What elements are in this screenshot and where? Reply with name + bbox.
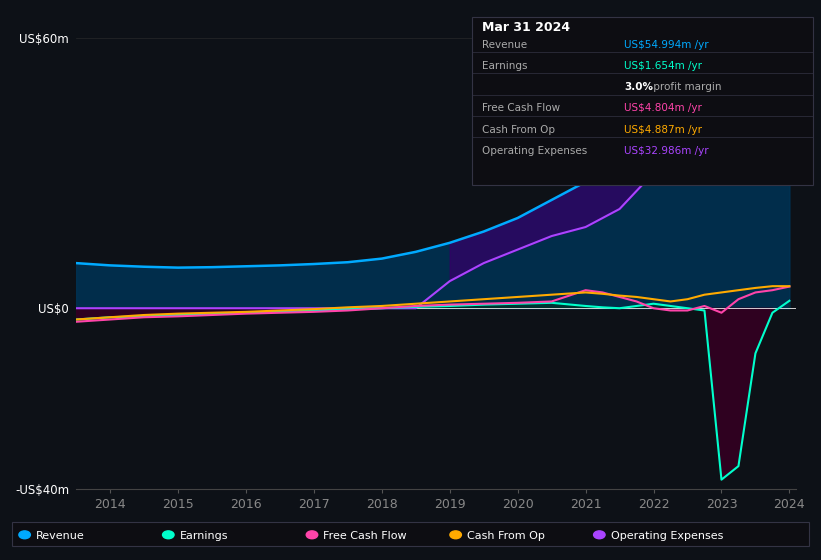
Text: profit margin: profit margin (650, 82, 722, 92)
Text: US$32.986m /yr: US$32.986m /yr (624, 146, 709, 156)
Text: Mar 31 2024: Mar 31 2024 (482, 21, 570, 34)
Text: Earnings: Earnings (482, 61, 527, 71)
Text: US$4.887m /yr: US$4.887m /yr (624, 125, 702, 135)
Text: Cash From Op: Cash From Op (467, 531, 545, 541)
Text: US$54.994m /yr: US$54.994m /yr (624, 40, 709, 50)
Text: Free Cash Flow: Free Cash Flow (323, 531, 407, 541)
Text: Earnings: Earnings (180, 531, 228, 541)
Text: Operating Expenses: Operating Expenses (482, 146, 587, 156)
Text: Operating Expenses: Operating Expenses (611, 531, 723, 541)
Text: Revenue: Revenue (482, 40, 527, 50)
Text: US$1.654m /yr: US$1.654m /yr (624, 61, 702, 71)
Text: Revenue: Revenue (36, 531, 85, 541)
Text: 3.0%: 3.0% (624, 82, 653, 92)
Text: US$4.804m /yr: US$4.804m /yr (624, 104, 702, 114)
Text: Free Cash Flow: Free Cash Flow (482, 104, 560, 114)
Text: Cash From Op: Cash From Op (482, 125, 555, 135)
